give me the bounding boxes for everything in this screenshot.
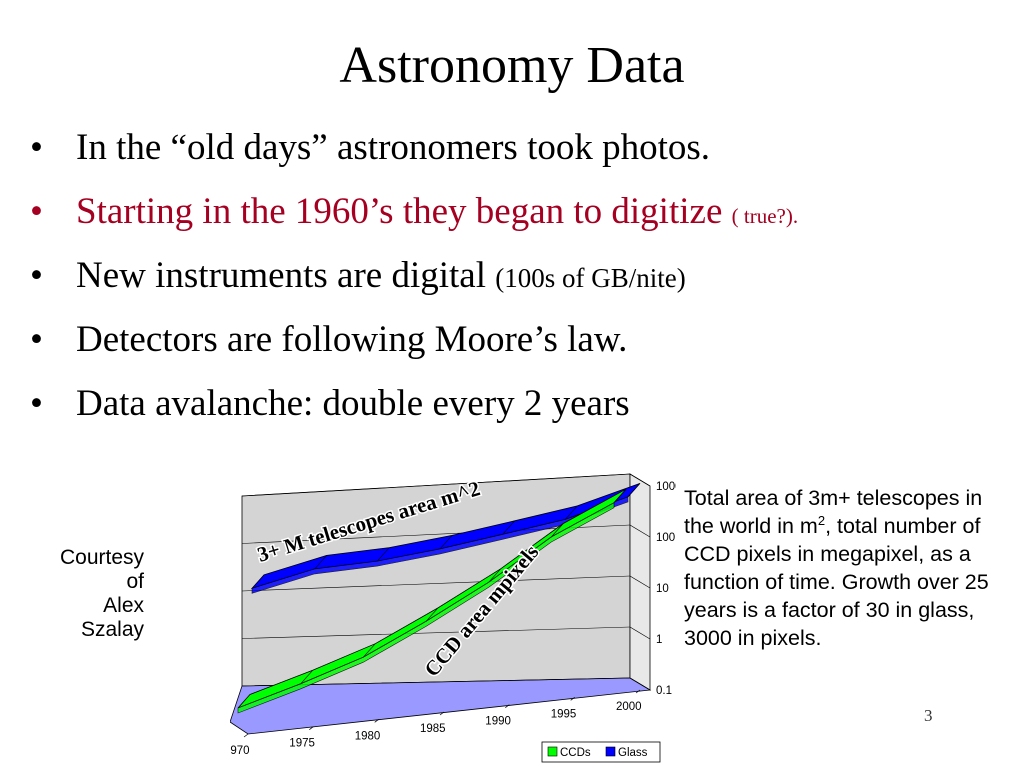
x-tick: [309, 726, 314, 730]
series-segment-line: [377, 547, 390, 562]
x-tick-label: 1995: [551, 708, 577, 720]
x-tick-label: 2000: [616, 701, 642, 713]
legend-label-glass: Glass: [618, 747, 648, 759]
courtesy-credit: Courtesy of Alex Szalay: [20, 546, 144, 642]
y-gridline: [241, 626, 631, 639]
x-tick: [374, 719, 379, 723]
growth-chart: 0.1 1 10 100 1000 1970 1975 1980 1985 1990 1995 200…: [230, 473, 676, 763]
series-segment-line: [565, 505, 578, 520]
bullet-text: Detectors are following Moore’s law.: [76, 319, 628, 360]
series-segment-line: [551, 523, 564, 538]
x-tick-label: 1970: [230, 745, 250, 757]
y-tick-label: 10: [656, 583, 669, 595]
y-tick-label: 1000: [656, 481, 676, 493]
bullet-text: In the “old days” astronomers took photo…: [76, 127, 711, 168]
series-segment-line: [425, 607, 439, 622]
bullet-note: ( true?).: [731, 204, 799, 228]
x-tick: [505, 704, 510, 708]
courtesy-line: Szalay: [80, 618, 144, 641]
page-number: 3: [924, 706, 933, 725]
bullet-item-avalanche: • Data avalanche: double every 2 years: [30, 372, 1000, 436]
y-gridline-side: [629, 524, 651, 538]
series-segment-line: [439, 535, 453, 550]
legend-swatch-ccds: [547, 746, 558, 757]
caption-text-continued: , total number of CCD pixels in megapixe…: [684, 514, 989, 650]
bullet-icon: •: [30, 319, 43, 360]
bullet-item-photos: • In the “old days” astronomers took pho…: [30, 116, 1000, 180]
x-tick: [570, 697, 575, 701]
y-tick-label: 100: [656, 532, 675, 544]
y-tick-label: 1: [656, 634, 662, 646]
x-tick: [635, 689, 641, 694]
x-tick: [243, 733, 249, 738]
slide-title: Astronomy Data: [339, 37, 685, 94]
x-tick-label: 1985: [420, 723, 446, 735]
legend-label-ccds: CCDs: [560, 747, 591, 759]
series-segment-line: [502, 520, 515, 535]
bullet-note: (100s of GB/nite): [495, 263, 686, 293]
x-tick-label: 1975: [289, 738, 315, 750]
series-segment-line: [488, 568, 501, 583]
chart-legend-box: [541, 741, 661, 763]
y-gridline-side: [629, 575, 651, 589]
bullet-list: • In the “old days” astronomers took pho…: [30, 116, 1000, 436]
y-gridline-side: [629, 677, 651, 691]
bullet-item-digitize: • Starting in the 1960’s they began to d…: [30, 180, 1000, 244]
courtesy-line: Alex: [103, 594, 144, 617]
series-segment-line: [363, 643, 376, 658]
y-gridline-side: [629, 626, 651, 640]
bullet-item-moore: • Detectors are following Moore’s law.: [30, 308, 1000, 372]
x-tick: [439, 711, 445, 716]
y-gridline: [241, 575, 631, 592]
courtesy-line: of: [126, 570, 144, 593]
bullet-text: New instruments are digital: [76, 255, 486, 296]
series-segment-line: [314, 555, 327, 570]
bullet-text: Starting in the 1960’s they began to dig…: [76, 191, 723, 232]
bullet-icon: •: [30, 255, 43, 296]
y-gridline-side: [629, 473, 651, 487]
y-gridline: [241, 473, 631, 497]
bullet-icon: •: [30, 127, 43, 168]
bullet-icon: •: [30, 191, 43, 232]
bullet-text: Data avalanche: double every 2 years: [76, 383, 630, 424]
series-segment-line: [300, 670, 313, 684]
series-ribbon-edge-ccds: [237, 502, 615, 714]
caption-superscript: 2: [817, 512, 826, 528]
bullet-icon: •: [30, 383, 43, 424]
chart-caption: Total area of 3m+ telescopes in the worl…: [684, 484, 1014, 652]
courtesy-line: Courtesy: [59, 546, 144, 569]
caption-text: Total area of 3m+ telescopes in the worl…: [684, 486, 983, 538]
x-tick-label: 1990: [485, 716, 511, 728]
bullet-item-digital: • New instruments are digital (100s of G…: [30, 244, 1000, 308]
legend-swatch-glass: [605, 746, 616, 757]
y-tick-label: 0.1: [656, 685, 672, 697]
series-ribbon-edge-glass: [251, 496, 629, 594]
x-tick-label: 1980: [355, 730, 381, 742]
